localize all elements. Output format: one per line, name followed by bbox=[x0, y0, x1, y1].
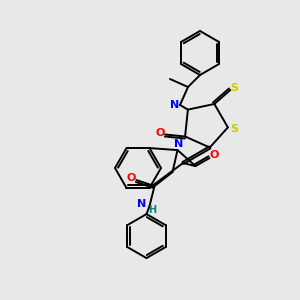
Text: H: H bbox=[148, 205, 157, 215]
Text: S: S bbox=[230, 83, 238, 93]
Text: O: O bbox=[127, 173, 136, 183]
Text: N: N bbox=[137, 199, 146, 209]
Text: N: N bbox=[174, 139, 183, 149]
Text: N: N bbox=[170, 100, 180, 110]
Text: O: O bbox=[155, 128, 165, 137]
Text: S: S bbox=[230, 124, 238, 134]
Text: O: O bbox=[210, 150, 219, 160]
